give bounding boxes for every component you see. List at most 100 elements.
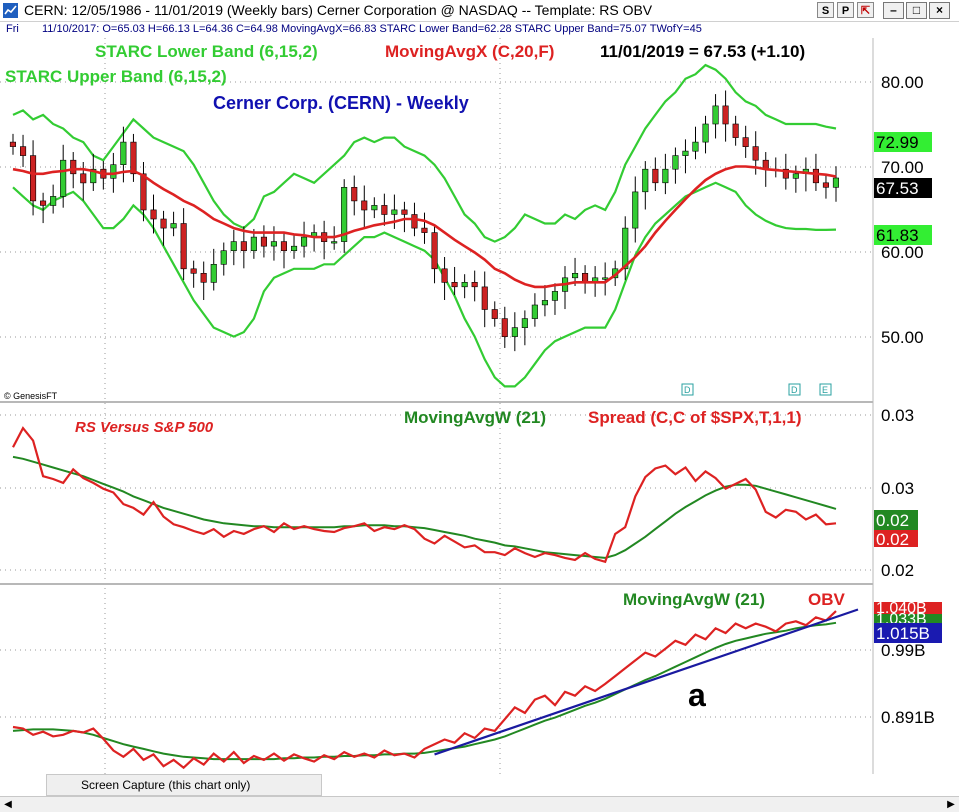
obv-trendline xyxy=(434,608,859,756)
pin-icon[interactable]: ⇱ xyxy=(857,2,874,18)
earnings-marker[interactable]: E xyxy=(819,383,832,396)
legend-starc-lower: STARC Lower Band (6,15,2) xyxy=(95,42,318,61)
legend-rs-spread: Spread (C,C of $SPX,T,1,1) xyxy=(588,408,802,427)
app-icon xyxy=(3,3,18,18)
legend-rs-ma: MovingAvgW (21) xyxy=(404,408,546,427)
scroll-left-icon[interactable]: ◀ xyxy=(4,799,12,810)
s-button[interactable]: S xyxy=(817,2,834,18)
tag-rs-spread: 0.02 xyxy=(876,530,909,549)
x-label-2019: 2019 xyxy=(500,772,538,774)
candle-body xyxy=(832,177,840,188)
price-chart-title: Cerner Corp. (CERN) - Weekly xyxy=(213,93,469,113)
candle-body xyxy=(290,245,298,251)
dividend-marker-1[interactable]: D xyxy=(681,383,694,396)
legend-moving-avg-x: MovingAvgX (C,20,F) xyxy=(385,42,554,61)
screen-capture-button[interactable]: Screen Capture (this chart only) xyxy=(46,774,322,796)
rs-tick-2: 0.03 xyxy=(881,479,914,498)
candle-body xyxy=(341,187,348,242)
rs-spread-line xyxy=(12,426,837,564)
candle-body xyxy=(491,309,498,319)
window-title: CERN: 12/05/1986 - 11/01/2019 (Weekly ba… xyxy=(24,2,653,18)
tag-upper-band-bg xyxy=(874,132,932,152)
tag-lower-band-bg xyxy=(874,225,932,245)
moving-avg-x-line xyxy=(12,165,837,289)
tag-rs-spread-bg xyxy=(874,530,918,547)
candle-body xyxy=(531,304,538,319)
candle-body xyxy=(220,250,227,265)
candle-body xyxy=(672,155,679,170)
candle-body xyxy=(391,209,398,215)
candle-body xyxy=(120,141,127,165)
candle-body xyxy=(551,291,559,301)
close-icon[interactable]: × xyxy=(929,2,950,19)
p-button[interactable]: P xyxy=(837,2,854,18)
tag-rs-ma: 0.02 xyxy=(876,511,909,530)
candle-body xyxy=(260,236,268,247)
tag-obv-ma-bg xyxy=(874,614,942,624)
candle-body xyxy=(140,173,147,211)
candle-body xyxy=(361,200,368,211)
legend-last-value: 11/01/2019 = 67.53 (+1.10) xyxy=(600,42,805,61)
candle-body xyxy=(50,196,57,206)
candle-body xyxy=(29,155,37,202)
candle-body xyxy=(110,164,117,179)
obv-line xyxy=(12,610,837,770)
candle-body xyxy=(180,223,187,270)
candle-body xyxy=(351,187,358,202)
candle-body xyxy=(541,300,549,306)
candle-body xyxy=(331,241,338,244)
dividend-marker-2[interactable]: D xyxy=(788,383,801,396)
candle-body xyxy=(80,173,87,184)
candle-body xyxy=(230,241,237,252)
candle-body xyxy=(240,241,247,252)
tag-obv-trend-bg xyxy=(874,623,942,643)
candle-body xyxy=(722,105,729,125)
horizontal-scrollbar[interactable]: ◀ ▶ xyxy=(0,796,959,812)
candle-body xyxy=(521,318,528,329)
candle-body xyxy=(210,264,217,283)
obv-panel xyxy=(12,608,859,770)
quote-info-bar: Fri 11/10/2017: O=65.03 H=66.13 L=64.36 … xyxy=(0,22,959,38)
minimize-icon[interactable]: – xyxy=(883,2,904,19)
candle-body xyxy=(280,241,288,252)
genesis-watermark: © GenesisFT xyxy=(4,391,58,401)
tag-last-price-bg xyxy=(874,178,932,198)
candle-body xyxy=(461,282,468,288)
scroll-right-icon[interactable]: ▶ xyxy=(947,799,955,810)
candle-body xyxy=(431,232,438,270)
candle-body xyxy=(511,327,518,337)
x-label-2018: 2018 xyxy=(105,772,143,774)
stock-chart[interactable]: STARC Lower Band (6,15,2) MovingAvgX (C,… xyxy=(0,38,959,774)
candle-body xyxy=(662,168,669,184)
starc-upper-band-line xyxy=(12,63,837,243)
candle-body xyxy=(39,200,47,206)
candle-body xyxy=(401,209,408,215)
candle-body xyxy=(70,159,77,175)
maximize-icon[interactable]: □ xyxy=(906,2,927,19)
candle-body xyxy=(642,168,649,193)
candle-body xyxy=(652,168,659,184)
candle-body xyxy=(441,268,448,283)
candle-body xyxy=(471,282,478,288)
candle-body xyxy=(622,227,629,270)
candle-body xyxy=(682,150,689,156)
candle-body xyxy=(501,318,508,338)
candle-body xyxy=(300,236,308,247)
candle-body xyxy=(371,205,378,211)
candle-body xyxy=(451,282,458,288)
obv-moving-avg-line xyxy=(12,621,837,761)
candle-body xyxy=(250,236,257,252)
window-title-bar: CERN: 12/05/1986 - 11/01/2019 (Weekly ba… xyxy=(0,0,959,22)
candle-body xyxy=(742,137,749,147)
candle-body xyxy=(702,123,709,143)
candle-body xyxy=(571,273,579,279)
candle-body xyxy=(712,105,719,125)
candle-body xyxy=(200,273,207,283)
tag-rs-ma-bg xyxy=(874,510,918,530)
candle-body xyxy=(481,286,488,310)
annotation-a: a xyxy=(688,677,706,713)
svg-text:D: D xyxy=(791,385,798,395)
grid-lines xyxy=(0,38,873,774)
candle-body xyxy=(812,168,820,184)
obv-tick-2: 0.891B xyxy=(881,708,935,727)
